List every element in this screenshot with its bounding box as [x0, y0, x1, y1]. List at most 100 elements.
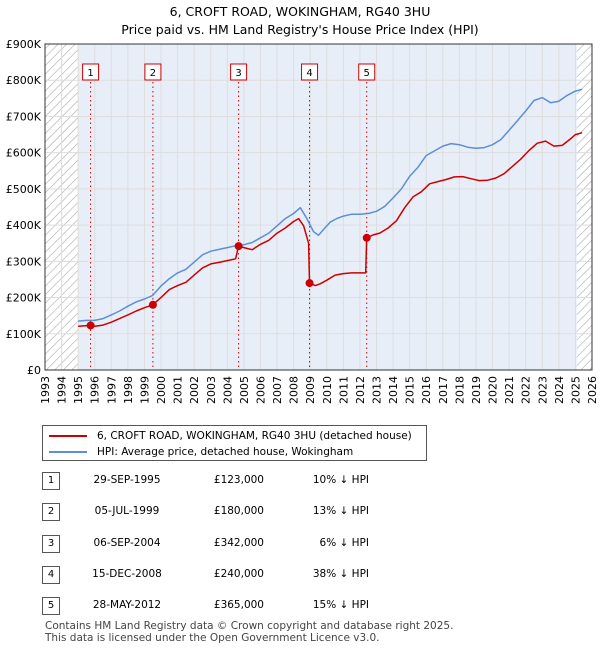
legend-label-property: 6, CROFT ROAD, WOKINGHAM, RG40 3HU (deta… [97, 429, 412, 442]
sale-row: 5 28-MAY-2012 £365,000 15% ↓ HPI [42, 597, 382, 617]
sale-hpi-diff: 10% ↓ HPI [312, 474, 369, 486]
x-tick-label: 2015 [404, 376, 417, 404]
sale-number-badge: 5 [42, 597, 60, 615]
sale-box [82, 63, 100, 81]
x-tick-label: 2024 [553, 376, 566, 404]
sale-hpi-diff: 13% ↓ HPI [312, 505, 369, 517]
x-tick-label: 2022 [520, 376, 533, 404]
sale-row: 1 29-SEP-1995 £123,000 10% ↓ HPI [42, 472, 382, 492]
x-tick-label: 2016 [420, 376, 433, 404]
x-tick-label: 2018 [453, 376, 466, 404]
x-tick-label: 2014 [387, 376, 400, 404]
x-tick-label: 2020 [487, 376, 500, 404]
property-series-line [78, 131, 583, 327]
sale-price: £240,000 [213, 568, 264, 580]
y-tick-label: £400K [6, 219, 42, 232]
legend-item-property: 6, CROFT ROAD, WOKINGHAM, RG40 3HU (deta… [49, 428, 412, 443]
sale-point [148, 300, 157, 309]
price-chart: 6, CROFT ROAD, WOKINGHAM, RG40 3HU Price… [6, 4, 599, 404]
sale-box-label: 1 [87, 68, 93, 79]
sale-box [358, 63, 376, 81]
sale-box-label: 3 [235, 68, 241, 79]
sale-hpi-diff: 15% ↓ HPI [312, 599, 369, 611]
x-tick-label: 2025 [569, 376, 582, 404]
sale-date: 06-SEP-2004 [93, 537, 161, 549]
x-tick-label: 1997 [105, 376, 118, 404]
x-tick-label: 2000 [155, 376, 168, 404]
legend-label-hpi: HPI: Average price, detached house, Woki… [97, 445, 354, 458]
sale-box-label: 2 [150, 68, 156, 79]
sale-hpi-diff: 38% ↓ HPI [312, 568, 369, 580]
sale-box [144, 63, 162, 81]
x-tick-label: 2012 [354, 376, 367, 404]
y-tick-label: £500K [6, 183, 42, 196]
x-tick-label: 2013 [371, 376, 384, 404]
x-tick-label: 1993 [39, 376, 52, 404]
sale-row: 4 15-DEC-2008 £240,000 38% ↓ HPI [42, 566, 382, 586]
x-tick-label: 1998 [122, 376, 135, 404]
x-tick-label: 2026 [586, 376, 599, 404]
y-tick-label: £200K [6, 292, 42, 305]
y-tick-label: £800K [6, 74, 42, 87]
sale-point [234, 242, 243, 251]
x-tick-label: 2011 [337, 376, 350, 404]
sale-point [305, 279, 314, 288]
plot-frame [44, 43, 593, 371]
legend: 6, CROFT ROAD, WOKINGHAM, RG40 3HU (deta… [42, 425, 427, 461]
footer-attribution: Contains HM Land Registry data © Crown c… [45, 620, 454, 644]
x-tick-label: 1994 [56, 376, 69, 404]
legend-item-hpi: HPI: Average price, detached house, Woki… [49, 444, 353, 459]
hatched-region [576, 44, 592, 370]
x-tick-label: 2021 [503, 376, 516, 404]
x-tick-label: 2019 [470, 376, 483, 404]
sale-price: £180,000 [213, 505, 264, 517]
sale-box [230, 63, 248, 81]
chart-title: 6, CROFT ROAD, WOKINGHAM, RG40 3HU [170, 4, 431, 19]
chart-subtitle: Price paid vs. HM Land Registry's House … [121, 22, 478, 37]
sale-date: 05-JUL-1999 [94, 505, 160, 517]
sale-number-badge: 1 [42, 472, 60, 490]
sale-box [301, 63, 319, 81]
sale-point [86, 321, 95, 330]
sale-price: £342,000 [213, 537, 264, 549]
sale-row: 3 06-SEP-2004 £342,000 6% ↓ HPI [42, 535, 382, 555]
y-tick-label: £100K [6, 328, 42, 341]
x-tick-label: 2023 [536, 376, 549, 404]
sale-date: 15-DEC-2008 [92, 568, 162, 580]
sale-number-badge: 2 [42, 503, 60, 521]
sale-date: 28-MAY-2012 [92, 599, 162, 611]
x-tick-label: 2005 [238, 376, 251, 404]
sale-number-badge: 3 [42, 535, 60, 553]
x-tick-label: 2003 [205, 376, 218, 404]
hpi-series-line [78, 88, 583, 322]
y-tick-label: £900K [6, 38, 42, 51]
y-tick-label: £600K [6, 147, 42, 160]
sale-price: £365,000 [213, 599, 264, 611]
footer-line-copyright: Contains HM Land Registry data © Crown c… [45, 620, 454, 632]
x-tick-label: 2007 [271, 376, 284, 404]
y-tick-label: £300K [6, 255, 42, 268]
legend-swatch-property [49, 434, 87, 437]
y-tick-label: £700K [6, 110, 42, 123]
sale-row: 2 05-JUL-1999 £180,000 13% ↓ HPI [42, 503, 382, 523]
footer-line-licence: This data is licensed under the Open Gov… [45, 631, 380, 644]
sale-number-badge: 4 [42, 566, 60, 584]
x-tick-label: 1996 [89, 376, 102, 404]
y-tick-label: £0 [27, 364, 41, 377]
sale-point [362, 233, 371, 242]
x-tick-label: 2006 [254, 376, 267, 404]
legend-swatch-hpi [49, 450, 87, 453]
sale-date: 29-SEP-1995 [93, 474, 161, 486]
x-tick-label: 1999 [138, 376, 151, 404]
sale-box-label: 5 [364, 68, 370, 79]
x-tick-label: 2008 [288, 376, 301, 404]
sale-box-label: 4 [306, 68, 312, 79]
sale-hpi-diff: 6% ↓ HPI [319, 537, 369, 549]
x-tick-label: 2010 [321, 376, 334, 404]
plot-area [45, 44, 592, 370]
sale-price: £123,000 [213, 474, 264, 486]
x-tick-label: 1995 [72, 376, 85, 404]
x-tick-label: 2001 [172, 376, 185, 404]
x-tick-label: 2017 [437, 376, 450, 404]
x-tick-label: 2002 [188, 376, 201, 404]
